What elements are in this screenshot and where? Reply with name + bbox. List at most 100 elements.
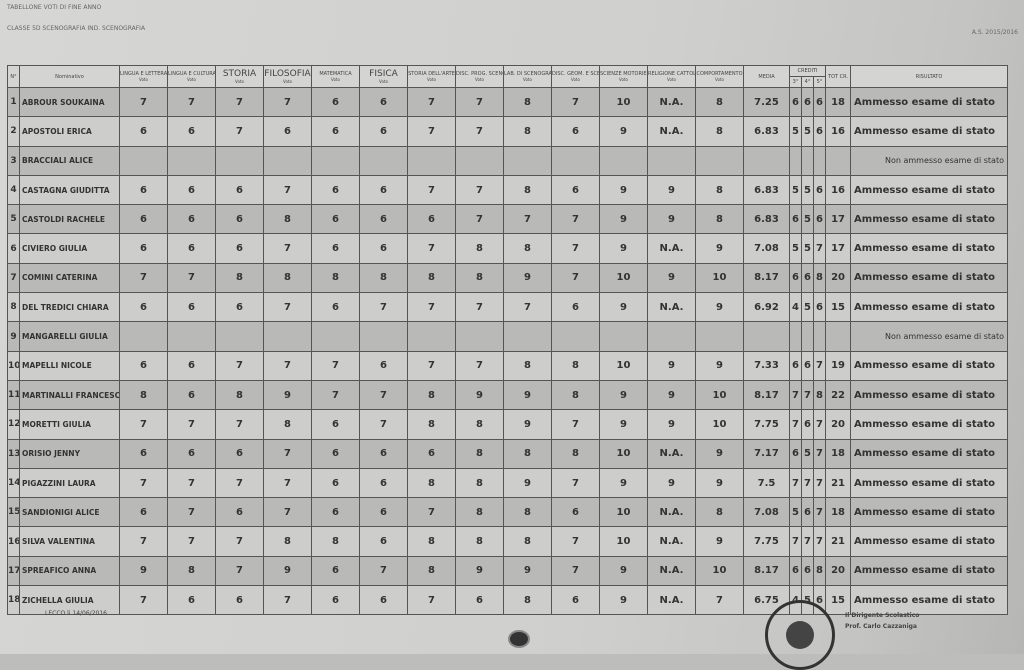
- grade-cell: 8: [215, 379, 264, 411]
- credit-cell: 5: [789, 497, 802, 528]
- grade-cell: [215, 145, 264, 176]
- student-row: 5 CASTOLDI RACHELE 6 6 6 8 6 6 6 7 7 7 9 9 8 6.83 6 5 6 17 A…: [7, 204, 1008, 235]
- credit-cell: 8: [812, 379, 827, 411]
- subject-label: STORIA DELL'ARTE: [408, 71, 455, 77]
- media-cell: 6.83: [743, 174, 790, 206]
- voto-label: Voto: [667, 77, 676, 82]
- voto-label: Voto: [283, 79, 292, 84]
- result-cell: Ammesso esame di stato: [850, 116, 1008, 147]
- voto-label: Voto: [139, 77, 148, 82]
- grade-cell: 6: [359, 526, 408, 557]
- grade-cell: 7: [359, 379, 408, 411]
- subject-label: RELIGIONE CATTOLICA: [648, 71, 696, 77]
- grade-cell: 6: [311, 204, 360, 235]
- grade-cell: 8: [455, 233, 504, 264]
- header-subject: LINGUA E LETTERATURA ITALIANAVoto: [119, 65, 168, 88]
- grade-cell: 8: [119, 379, 168, 411]
- student-number: 16: [7, 526, 20, 557]
- grade-cell: [503, 145, 552, 176]
- student-name: MARTINALLI FRANCESCA: [19, 379, 120, 411]
- student-name: APOSTOLI ERICA: [19, 116, 120, 147]
- grade-cell: 7: [263, 350, 312, 381]
- result-cell: Ammesso esame di stato: [850, 555, 1008, 587]
- header-name: Nominativo: [19, 65, 120, 88]
- grade-cell: 9: [647, 350, 696, 381]
- grade-cell: 7: [407, 174, 456, 206]
- tot-credits-cell: 17: [825, 233, 852, 264]
- grade-cell: 7: [407, 585, 456, 616]
- tot-credits-cell: 15: [825, 585, 852, 616]
- voto-label: Voto: [475, 77, 484, 82]
- grade-cell: 7: [215, 409, 264, 440]
- grade-cell: 6: [167, 204, 216, 235]
- grade-cell: 9: [647, 467, 696, 499]
- media-cell: 8.17: [743, 379, 790, 411]
- tot-credits-cell: 16: [825, 116, 852, 147]
- grade-cell: 6: [407, 438, 456, 469]
- grade-cell: [647, 145, 696, 176]
- grade-cell: 6: [167, 292, 216, 323]
- grade-cell: 8: [407, 379, 456, 411]
- tot-credits-cell: 22: [825, 379, 852, 411]
- header-subject: DISC. GEOM. E SCENOTECNICHEVoto: [551, 65, 600, 88]
- media-cell: 7.5: [743, 467, 790, 499]
- grade-cell: N.A.: [647, 438, 696, 469]
- student-name: SANDIONIGI ALICE: [19, 497, 120, 528]
- tot-credits-cell: 16: [825, 174, 852, 206]
- voto-label: Voto: [523, 77, 532, 82]
- student-row: 17 SPREAFICO ANNA 9 8 7 9 6 7 8 9 9 7 9 N.A. 10 8.17 6 6 8…: [7, 555, 1008, 587]
- header-crediti: CREDITI: [788, 65, 827, 77]
- grade-cell: 7: [407, 350, 456, 381]
- grade-cell: N.A.: [647, 585, 696, 616]
- grade-cell: 8: [407, 526, 456, 557]
- student-number: 17: [7, 555, 20, 587]
- credit-cell: 7: [789, 379, 802, 411]
- student-number: 18: [7, 585, 20, 616]
- grade-cell: 6: [119, 174, 168, 206]
- student-number: 2: [7, 116, 20, 147]
- grade-cell: 8: [455, 409, 504, 440]
- header-subject: RELIGIONE CATTOLICAVoto: [647, 65, 696, 88]
- grade-cell: 10: [695, 262, 744, 294]
- subject-label: FILOSOFIA: [264, 69, 311, 79]
- student-name: SILVA VALENTINA: [19, 526, 120, 557]
- credit-cell: 6: [801, 409, 814, 440]
- credit-cell: 7: [812, 467, 827, 499]
- grade-cell: 6: [215, 585, 264, 616]
- grade-cell: 7: [455, 204, 504, 235]
- grade-cell: 9: [599, 116, 648, 147]
- credit-cell: 7: [812, 526, 827, 557]
- grade-cell: 6: [359, 585, 408, 616]
- grade-cell: [215, 321, 264, 352]
- grade-cell: 6: [551, 292, 600, 323]
- student-number: 6: [7, 233, 20, 264]
- header-subject: SCIENZE MOTORIE E SPORTIVEVoto: [599, 65, 648, 88]
- grade-cell: 10: [599, 86, 648, 118]
- grade-cell: 7: [455, 350, 504, 381]
- student-row: 7 COMINI CATERINA 7 7 8 8 8 8 8 8 9 7 10 9 10 8.17 6 6 8 20…: [7, 262, 1008, 294]
- grade-cell: 6: [311, 116, 360, 147]
- grade-cell: 9: [455, 379, 504, 411]
- student-name: CASTAGNA GIUDITTA: [19, 174, 120, 206]
- credit-cell: 5: [801, 116, 814, 147]
- media-cell: 7.08: [743, 233, 790, 264]
- result-cell: Non ammesso esame di stato: [850, 321, 1008, 352]
- grade-cell: 6: [167, 233, 216, 264]
- student-number: 14: [7, 467, 20, 499]
- grade-cell: 10: [599, 350, 648, 381]
- credit-cell: 7: [789, 467, 802, 499]
- grade-cell: [695, 321, 744, 352]
- grade-cell: 7: [455, 86, 504, 118]
- grade-cell: [263, 321, 312, 352]
- credit-cell: [789, 321, 802, 352]
- media-cell: 7.33: [743, 350, 790, 381]
- header-subject: STORIA DELL'ARTE Voto: [407, 65, 456, 88]
- grade-cell: 6: [215, 497, 264, 528]
- student-row: 6 CIVIERO GIULIA 6 6 6 7 6 6 7 8 8 7 9 N.A. 9 7.08 5 5 7 17…: [7, 233, 1008, 264]
- credit-cell: 7: [812, 438, 827, 469]
- grade-cell: 6: [311, 585, 360, 616]
- grade-cell: [311, 145, 360, 176]
- voto-label: Voto: [619, 77, 628, 82]
- tot-credits-cell: 21: [825, 467, 852, 499]
